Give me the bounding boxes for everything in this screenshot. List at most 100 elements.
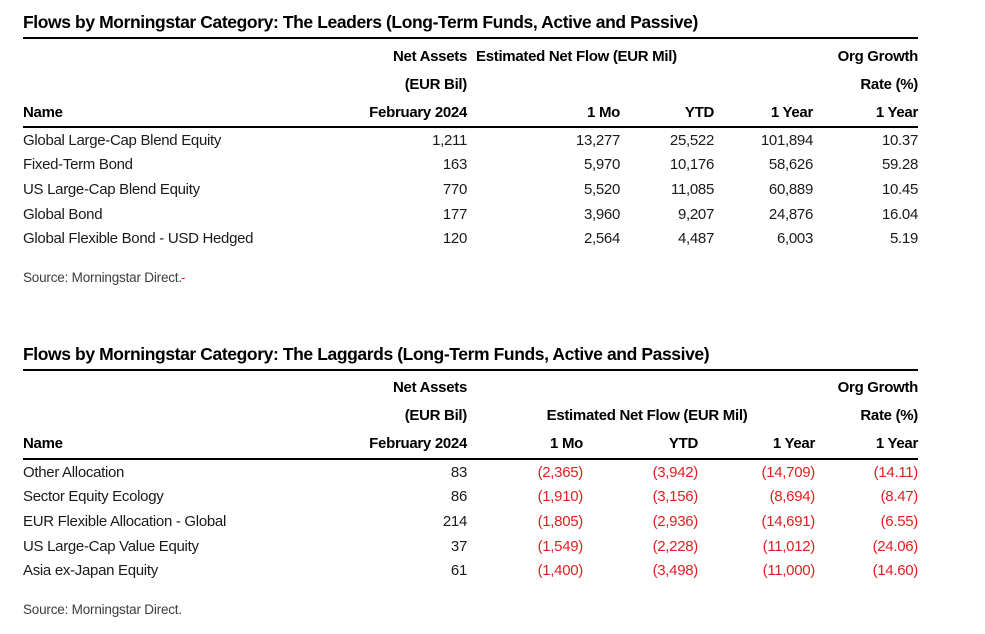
name-header: Name [23,103,63,121]
org-growth-value: (14.60) [872,562,919,580]
leaders-header-line3: Name February 2024 1 Mo YTD 1 Year 1 Yea… [23,98,918,126]
net-assets-value: 120 [442,230,467,248]
laggards-header-line2: (EUR Bil) Estimated Net Flow (EUR Mil) R… [23,402,919,430]
org-growth-value: (8.47) [880,488,919,506]
category-name: Global Bond [23,205,103,223]
one-year-value: 24,876 [768,205,813,223]
net-assets-value: 37 [450,537,467,555]
name-header: Name [23,435,63,453]
one-mo-value: (1,805) [537,512,584,530]
org-one-year-header: 1 Year [875,103,918,121]
february-2024-header: February 2024 [369,103,467,121]
net-assets-value: 214 [442,512,467,530]
source-red-mark: - [180,269,186,285]
flow-group-header: Estimated Net Flow (EUR Mil) [546,407,748,425]
one-year-value: (8,694) [769,488,816,506]
net-assets-value: 86 [450,488,467,506]
table-row: Asia ex-Japan Equity 61 (1,400) (3,498) … [23,558,918,583]
net-assets-value: 177 [442,205,467,223]
category-name: Fixed-Term Bond [23,156,133,174]
one-mo-value: (1,549) [537,537,584,555]
org-growth-value: 10.37 [881,131,918,149]
eur-bil-header: (EUR Bil) [404,407,468,425]
category-name: Global Large-Cap Blend Equity [23,131,222,149]
org-growth-value: (24.06) [872,537,919,555]
ytd-value: (2,936) [652,512,699,530]
leaders-header-line2: (EUR Bil) Rate (%) [23,70,919,98]
one-year-value: 6,003 [776,230,813,248]
table-row: EUR Flexible Allocation - Global 214 (1,… [23,509,918,534]
table-row: Sector Equity Ecology 86 (1,910) (3,156)… [23,485,918,510]
laggards-header-line1: Net Assets Org Growth [23,374,918,402]
category-name: Sector Equity Ecology [23,488,164,506]
one-year-value: (14,709) [761,463,816,481]
source-note: Source: Morningstar Direct.- [23,269,186,285]
ytd-value: 11,085 [671,180,714,198]
report-page: Flows by Morningstar Category: The Leade… [23,0,919,617]
category-name: US Large-Cap Blend Equity [23,180,200,198]
one-year-value: (11,000) [762,562,816,580]
net-assets-value: 770 [442,180,467,198]
org-growth-value: 10.45 [881,180,918,198]
laggards-header: Net Assets Org Growth (EUR Bil) Estimate… [23,371,918,460]
leaders-header: Net Assets Estimated Net Flow (EUR Mil) … [23,39,918,128]
leaders-title: Flows by Morningstar Category: The Leade… [23,0,918,39]
org-growth-header: Org Growth [837,379,919,397]
table-row: Global Large-Cap Blend Equity 1,211 13,2… [23,128,918,153]
table-row: Global Bond 177 3,960 9,207 24,876 16.04 [23,202,918,227]
org-growth-value: 5.19 [890,230,918,248]
net-assets-value: 1,211 [432,131,467,149]
one-mo-value: (2,365) [537,463,584,481]
category-name: Other Allocation [23,463,125,481]
ytd-value: (2,228) [652,537,699,555]
table-row: Other Allocation 83 (2,365) (3,942) (14,… [23,460,918,485]
ytd-value: (3,156) [652,488,699,506]
one-mo-header: 1 Mo [550,435,583,453]
one-year-value: (14,691) [761,512,816,530]
net-assets-header: Net Assets [393,47,467,65]
source-period: . [178,269,182,285]
one-mo-value: 13,277 [575,131,620,149]
one-year-value: 58,626 [768,156,813,174]
one-mo-value: 5,520 [583,180,620,198]
one-mo-header: 1 Mo [587,103,620,121]
one-mo-value: 3,960 [583,205,620,223]
ytd-value: (3,498) [652,562,699,580]
ytd-value: (3,942) [652,463,699,481]
leaders-header-line1: Net Assets Estimated Net Flow (EUR Mil) … [23,42,918,70]
ytd-header: YTD [668,435,698,453]
one-year-header: 1 Year [770,103,813,121]
org-growth-value: 16.04 [881,205,918,223]
ytd-value: 4,487 [677,230,714,248]
eur-bil-header: (EUR Bil) [404,75,468,93]
category-name: EUR Flexible Allocation - Global [23,512,226,530]
net-assets-header: Net Assets [393,379,467,397]
laggards-header-line3: Name February 2024 1 Mo YTD 1 Year 1 Yea… [23,430,918,458]
leaders-table: Flows by Morningstar Category: The Leade… [23,0,918,285]
one-year-value: 60,889 [768,180,813,198]
org-growth-value: 59.28 [881,156,918,174]
ytd-value: 10,176 [669,156,714,174]
net-assets-value: 83 [450,463,467,481]
ytd-header: YTD [684,103,714,121]
category-name: Asia ex-Japan Equity [23,562,158,580]
rate-pct-header: Rate (%) [860,75,918,93]
net-assets-value: 61 [450,562,467,580]
laggards-title: Flows by Morningstar Category: The Lagga… [23,332,918,371]
february-2024-header: February 2024 [369,435,467,453]
org-growth-header: Org Growth [837,47,919,65]
table-row: Global Flexible Bond - USD Hedged 120 2,… [23,226,918,251]
one-mo-value: 2,564 [583,230,620,248]
one-mo-value: 5,970 [583,156,620,174]
category-name: US Large-Cap Value Equity [23,537,199,555]
ytd-value: 9,207 [677,205,714,223]
flow-group-header: Estimated Net Flow (EUR Mil) [476,47,677,65]
table-row: Fixed-Term Bond 163 5,970 10,176 58,626 … [23,153,918,178]
one-mo-value: (1,910) [537,488,584,506]
org-one-year-header: 1 Year [875,435,918,453]
org-growth-value: (6.55) [880,512,919,530]
one-year-header: 1 Year [772,435,815,453]
one-year-value: 101,894 [760,131,813,149]
table-row: US Large-Cap Blend Equity 770 5,520 11,0… [23,177,918,202]
rate-pct-header: Rate (%) [860,407,918,425]
